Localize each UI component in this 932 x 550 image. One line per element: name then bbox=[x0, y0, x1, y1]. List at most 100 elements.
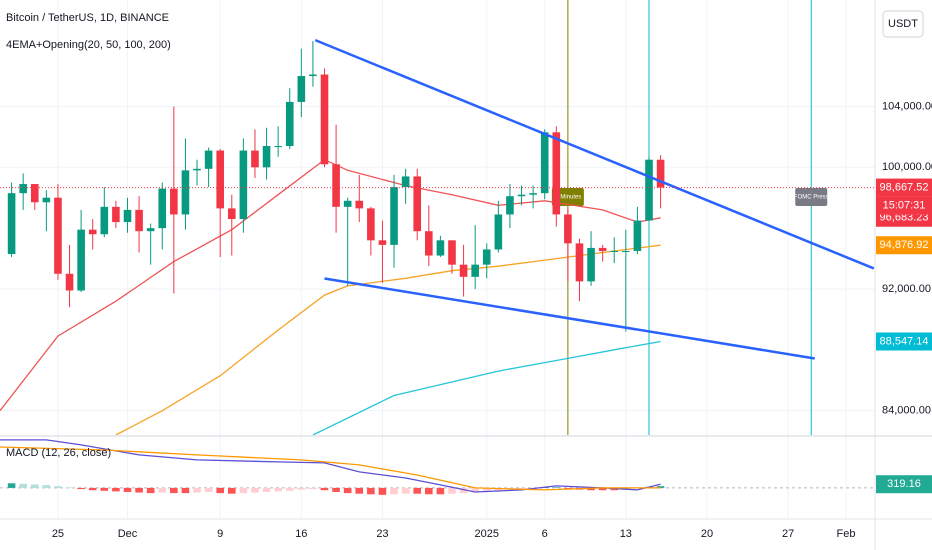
candle-body bbox=[297, 76, 306, 102]
histogram-bar bbox=[19, 483, 27, 488]
y-tick-label: 100,000.00 bbox=[882, 161, 932, 173]
candle-body bbox=[355, 200, 364, 209]
histogram-bar bbox=[343, 487, 352, 494]
event-label: FOMC Press bbox=[794, 195, 829, 201]
price-badge-label: 98,667.52 bbox=[880, 181, 929, 193]
ema-badge bbox=[876, 332, 932, 351]
candle-body bbox=[517, 194, 526, 197]
candle-body bbox=[274, 146, 282, 148]
ema-badge-label: 96,683.23 bbox=[880, 212, 929, 224]
candle-body bbox=[112, 206, 120, 223]
candle-body bbox=[239, 150, 248, 220]
candle-body bbox=[216, 150, 224, 209]
candle-body bbox=[262, 146, 271, 168]
histogram-bar bbox=[193, 487, 201, 493]
x-tick-label: 2025 bbox=[475, 528, 499, 540]
x-tick-label: Feb bbox=[837, 528, 856, 540]
macd-badge bbox=[876, 475, 932, 494]
histogram-bar bbox=[181, 487, 190, 494]
histogram-bar bbox=[216, 487, 224, 494]
histogram-bar bbox=[112, 487, 120, 492]
histogram-bar bbox=[482, 487, 491, 492]
candle-body bbox=[285, 101, 294, 147]
candle-body bbox=[146, 228, 155, 232]
histogram-bar bbox=[54, 486, 62, 488]
event-label: C Minutes bbox=[554, 195, 581, 201]
histogram-bar bbox=[448, 487, 456, 494]
candle-body bbox=[193, 168, 201, 171]
currency-button[interactable] bbox=[882, 10, 924, 38]
histogram-bar bbox=[135, 487, 143, 493]
histogram-bar bbox=[494, 487, 503, 491]
countdown-badge-label: 15:07:31 bbox=[883, 199, 926, 211]
histogram-bar bbox=[598, 487, 607, 491]
price-badge bbox=[876, 178, 932, 197]
chart-title: Bitcoin / TetherUS, 1D, BINANCE bbox=[6, 12, 169, 24]
histogram-bar bbox=[30, 484, 39, 488]
candle-body bbox=[540, 132, 549, 194]
histogram-bar bbox=[100, 487, 109, 491]
histogram-bar bbox=[320, 487, 329, 491]
x-tick-label: 20 bbox=[701, 528, 713, 540]
candle-body bbox=[564, 214, 572, 244]
candle-body bbox=[30, 184, 39, 203]
histogram-bar bbox=[251, 487, 259, 493]
candle-body bbox=[77, 229, 85, 291]
ema-badge bbox=[876, 236, 932, 255]
candle-body bbox=[436, 240, 445, 256]
trend-line bbox=[314, 38, 875, 270]
candle-body bbox=[471, 264, 479, 277]
histogram-bar bbox=[123, 487, 132, 492]
candle-body bbox=[88, 229, 97, 235]
candle-body bbox=[158, 188, 167, 229]
histogram-bar bbox=[564, 487, 572, 489]
candle-body bbox=[343, 200, 352, 207]
histogram-bar bbox=[378, 487, 387, 495]
histogram-bar bbox=[65, 487, 74, 488]
x-tick-label: 27 bbox=[782, 528, 794, 540]
ema-badge-label: 94,876.92 bbox=[880, 239, 929, 251]
y-tick-label: 104,000.00 bbox=[882, 100, 932, 112]
histogram-bar bbox=[146, 487, 155, 494]
histogram-bar bbox=[401, 487, 410, 494]
histogram-bar bbox=[239, 487, 248, 494]
candle-body bbox=[622, 250, 630, 252]
histogram-bar bbox=[158, 487, 167, 493]
histogram-bar bbox=[436, 487, 445, 495]
histogram-bar bbox=[332, 487, 340, 492]
event-box bbox=[795, 188, 828, 206]
candle-body bbox=[227, 208, 236, 220]
x-tick-label: 13 bbox=[620, 528, 632, 540]
histogram-bar bbox=[170, 487, 178, 494]
currency-label[interactable]: USDT bbox=[888, 18, 918, 30]
histogram-bar bbox=[517, 487, 526, 490]
candle-body bbox=[309, 74, 317, 77]
ema-badge-label: 88,547.14 bbox=[880, 335, 929, 347]
candle-body bbox=[65, 273, 74, 291]
x-tick-label: 9 bbox=[217, 528, 223, 540]
histogram-bar bbox=[262, 487, 271, 492]
histogram-bar bbox=[297, 487, 306, 490]
candle-body bbox=[204, 150, 213, 169]
histogram-bar bbox=[274, 487, 282, 492]
candle-body bbox=[401, 176, 410, 188]
candle-body bbox=[425, 231, 433, 256]
countdown-badge bbox=[876, 196, 932, 215]
histogram-bar bbox=[367, 487, 375, 495]
macd-pane bbox=[0, 439, 875, 495]
candle-body bbox=[42, 197, 51, 203]
x-tick-label: 6 bbox=[542, 528, 548, 540]
histogram-bar bbox=[587, 487, 595, 491]
candle-body bbox=[100, 206, 109, 235]
candle-body bbox=[575, 243, 584, 282]
histogram-bar bbox=[42, 485, 51, 488]
indicator-title: 4EMA+Opening(20, 50, 100, 200) bbox=[6, 39, 171, 51]
candle-body bbox=[54, 197, 62, 274]
candle-body bbox=[320, 74, 329, 165]
grid bbox=[0, 0, 875, 518]
histogram-bar bbox=[552, 487, 561, 488]
candle-body bbox=[378, 240, 387, 245]
axes: 84,000.00 92,000.00 100,000.00 104,000.00 25… bbox=[52, 100, 932, 540]
candle-body bbox=[506, 196, 514, 215]
